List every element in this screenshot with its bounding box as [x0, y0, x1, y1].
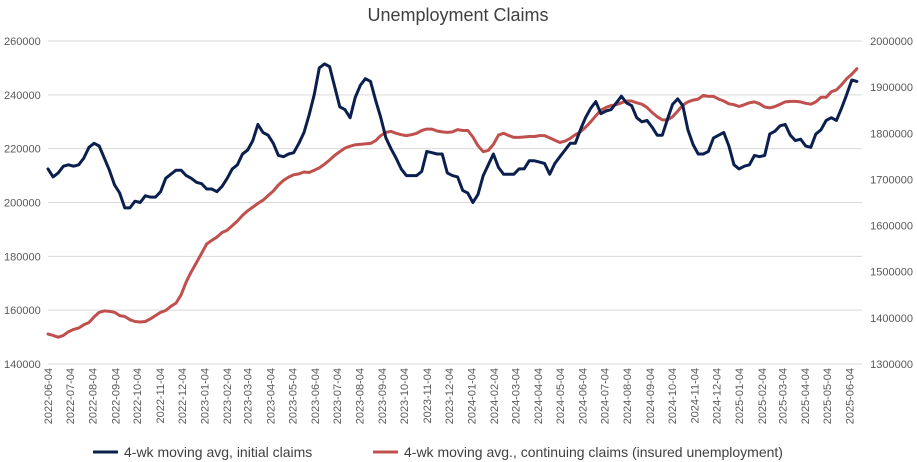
right-axis-tick-labels: 1300000 1400000 1500000 1600000 1700000 18000… [870, 36, 913, 371]
x-tick-label: 2024-04-04 [533, 368, 545, 424]
chart-title: Unemployment Claims [367, 5, 548, 25]
gridlines [48, 40, 862, 365]
x-tick-label: 2022-06-04 [43, 368, 55, 424]
x-tick-label: 2023-08-04 [355, 368, 367, 424]
legend-label-continuing-claims: 4-wk moving avg., continuing claims (ins… [404, 444, 783, 460]
x-tick-label: 2022-09-04 [110, 368, 122, 424]
x-tick-label: 2024-03-04 [510, 368, 522, 424]
x-tick-label: 2025-06-04 [845, 368, 857, 424]
x-tick-label: 2022-08-04 [88, 368, 100, 424]
right-tick-label: 1900000 [870, 82, 913, 94]
x-axis-tick-labels: 2022-06-04 2022-07-04 2022-08-04 2022-09-04… [43, 368, 857, 424]
right-tick-label: 2000000 [870, 36, 913, 48]
continuing-claims-line [46, 67, 859, 339]
x-tick-label: 2023-05-04 [287, 368, 299, 424]
x-tick-label: 2024-05-04 [555, 368, 567, 424]
x-tick-label: 2023-09-04 [377, 368, 389, 424]
x-tick-label: 2025-03-04 [777, 368, 789, 424]
x-tick-label: 2022-10-04 [132, 368, 144, 424]
x-tick-label: 2023-01-04 [200, 368, 212, 424]
right-tick-label: 1700000 [870, 174, 913, 186]
legend-label-initial-claims: 4-wk moving avg, initial claims [124, 444, 312, 460]
x-tick-label: 2025-05-04 [822, 368, 834, 424]
legend: 4-wk moving avg, initial claims 4-wk mov… [93, 444, 783, 460]
x-tick-label: 2025-04-04 [800, 368, 812, 424]
left-axis-tick-labels: 140000 160000 180000 200000 220000 240000 2600… [4, 36, 41, 371]
left-tick-label: 260000 [4, 36, 41, 48]
x-tick-label: 2023-06-04 [310, 368, 322, 424]
x-tick-label: 2023-02-04 [222, 368, 234, 424]
x-tick-label: 2022-11-04 [155, 368, 167, 423]
x-tick-label: 2023-12-04 [444, 368, 456, 424]
x-tick-label: 2025-02-04 [757, 368, 769, 424]
right-tick-label: 1800000 [870, 128, 913, 140]
right-tick-label: 1300000 [870, 359, 913, 371]
right-tick-label: 1400000 [870, 313, 913, 325]
x-tick-label: 2024-11-04 [690, 368, 702, 423]
left-tick-label: 180000 [4, 251, 41, 263]
initial-claims-line [46, 62, 859, 210]
x-tick-label: 2023-03-04 [243, 368, 255, 424]
x-tick-label: 2023-10-04 [399, 368, 411, 424]
series-lines [46, 62, 859, 339]
left-tick-label: 200000 [4, 198, 41, 210]
x-tick-label: 2024-06-04 [578, 368, 590, 424]
x-tick-label: 2024-07-04 [600, 368, 612, 424]
left-tick-label: 160000 [4, 305, 41, 317]
x-tick-label: 2022-12-04 [177, 368, 189, 424]
right-tick-label: 1500000 [870, 267, 913, 279]
x-tick-label: 2024-01-04 [466, 368, 478, 424]
x-tick-label: 2024-10-04 [667, 368, 679, 424]
left-tick-label: 240000 [4, 90, 41, 102]
x-tick-label: 2024-08-04 [622, 368, 634, 424]
x-tick-label: 2023-04-04 [265, 368, 277, 424]
right-tick-label: 1600000 [870, 221, 913, 233]
x-tick-label: 2024-02-04 [489, 368, 501, 424]
x-tick-label: 2023-07-04 [332, 368, 344, 424]
x-tick-label: 2024-09-04 [645, 368, 657, 424]
x-tick-label: 2023-11-04 [422, 368, 434, 423]
x-tick-label: 2022-07-04 [65, 368, 77, 424]
x-tick-label: 2025-01-04 [734, 368, 746, 424]
left-tick-label: 220000 [4, 144, 41, 156]
left-tick-label: 140000 [4, 359, 41, 371]
x-tick-label: 2024-12-04 [711, 368, 723, 424]
